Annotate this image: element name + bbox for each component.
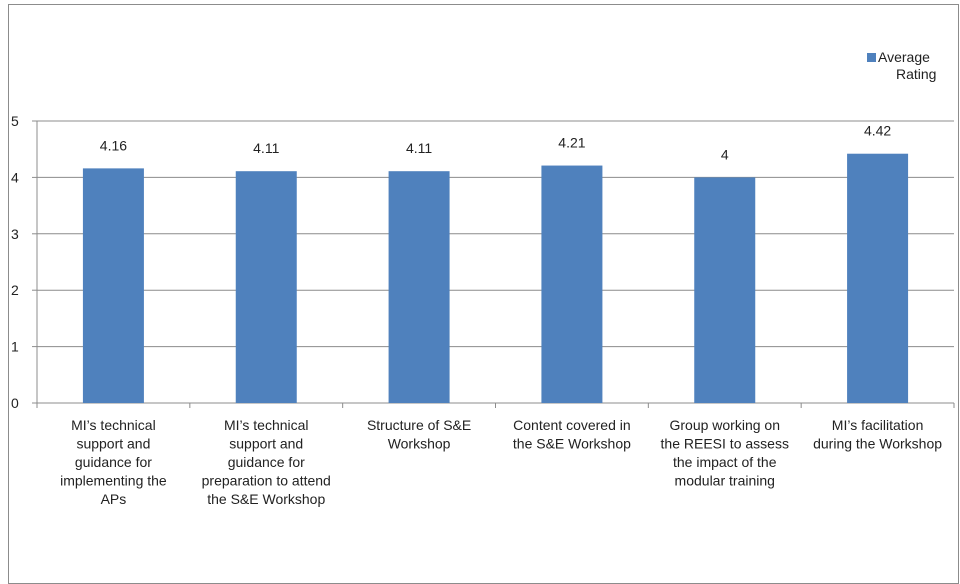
legend-label-line-1: Average: [878, 49, 930, 65]
data-label: 4.11: [253, 140, 279, 156]
data-labels: 4.16 4.11 4.11 4.21 4 4.42: [100, 123, 892, 163]
legend-label-line-2: Rating: [896, 66, 936, 82]
bar: [541, 165, 603, 403]
legend-swatch: [867, 53, 876, 62]
data-label: 4.21: [558, 135, 585, 151]
bar: [82, 168, 144, 403]
y-tick-label: 2: [11, 282, 19, 298]
data-label: 4.16: [100, 137, 127, 153]
category-label: MI’s technical support and guidance for pre…: [202, 417, 331, 507]
category-label: MI’s technical support and guidance for imp…: [60, 417, 167, 507]
y-tick-label: 4: [11, 169, 19, 185]
bar: [847, 153, 909, 403]
category-labels: MI’s technical support and guidance for imp…: [60, 417, 942, 507]
category-label: Structure of S&E Workshop: [367, 417, 471, 452]
data-label: 4.11: [406, 140, 432, 156]
bars: [82, 153, 909, 403]
gridlines: [37, 120, 954, 348]
chart-area: [8, 4, 959, 584]
category-label: MI’s facilitation during the Workshop: [813, 417, 942, 452]
category-label: Content covered in the S&E Workshop: [513, 417, 631, 452]
legend: Average Rating: [867, 49, 936, 82]
y-tick-label: 1: [11, 339, 19, 355]
bar: [388, 171, 450, 403]
y-tick-label: 5: [11, 113, 19, 129]
y-tick-label: 3: [11, 226, 19, 242]
data-label: 4.42: [864, 123, 891, 139]
category-label: Group working on the REESI to assess the i…: [661, 417, 789, 489]
bar: [694, 177, 756, 403]
data-label: 4: [721, 146, 729, 162]
y-tick-label: 0: [11, 395, 19, 411]
bar: [235, 171, 297, 403]
axes: 0 1 2 3 4 5: [11, 113, 955, 411]
